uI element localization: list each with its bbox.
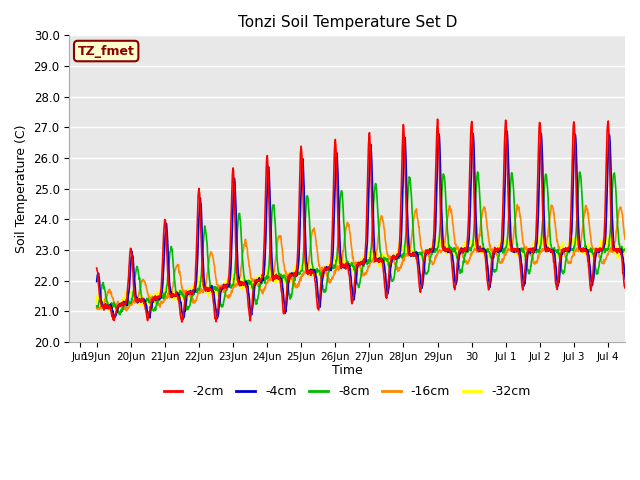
-16cm — [336, 264, 344, 269]
-8cm — [346, 263, 353, 269]
-8cm — [324, 269, 332, 275]
-2cm — [346, 274, 353, 279]
-4cm — [135, 298, 143, 303]
X-axis label: Time: Time — [332, 364, 363, 377]
-8cm — [93, 303, 100, 309]
-2cm — [404, 241, 412, 247]
-8cm — [136, 276, 143, 282]
-4cm — [346, 264, 353, 269]
-4cm — [324, 264, 332, 270]
-32cm — [157, 292, 165, 298]
-16cm — [324, 276, 332, 282]
Legend: -2cm, -4cm, -8cm, -16cm, -32cm: -2cm, -4cm, -8cm, -16cm, -32cm — [159, 380, 536, 403]
Y-axis label: Soil Temperature (C): Soil Temperature (C) — [15, 124, 28, 253]
-2cm — [324, 265, 332, 271]
-2cm — [434, 116, 442, 122]
-8cm — [474, 169, 481, 175]
-8cm — [638, 247, 640, 252]
Line: -8cm: -8cm — [97, 172, 640, 315]
-32cm — [606, 233, 614, 239]
-4cm — [638, 157, 640, 163]
-16cm — [157, 300, 165, 306]
-32cm — [136, 294, 143, 300]
-4cm — [503, 128, 511, 134]
-32cm — [336, 253, 344, 259]
-32cm — [324, 261, 332, 266]
-32cm — [638, 238, 640, 244]
Line: -4cm: -4cm — [97, 131, 640, 319]
-8cm — [157, 295, 165, 300]
-16cm — [404, 253, 412, 259]
-16cm — [93, 305, 100, 311]
-16cm — [136, 291, 143, 297]
Line: -16cm: -16cm — [97, 204, 640, 311]
-4cm — [93, 279, 100, 285]
-4cm — [336, 234, 344, 240]
Line: -2cm: -2cm — [97, 119, 640, 322]
-4cm — [213, 316, 221, 322]
-8cm — [336, 206, 344, 212]
-2cm — [178, 319, 186, 325]
Title: Tonzi Soil Temperature Set D: Tonzi Soil Temperature Set D — [237, 15, 457, 30]
-16cm — [638, 250, 640, 256]
-4cm — [157, 293, 165, 299]
-8cm — [404, 202, 412, 207]
-32cm — [93, 293, 100, 299]
-2cm — [638, 119, 640, 124]
Line: -32cm: -32cm — [97, 236, 640, 312]
-2cm — [157, 286, 165, 292]
-16cm — [513, 202, 521, 207]
-4cm — [404, 209, 412, 215]
-2cm — [135, 297, 143, 303]
-16cm — [346, 227, 353, 232]
-32cm — [346, 267, 353, 273]
-16cm — [123, 308, 131, 313]
-2cm — [336, 260, 344, 266]
-32cm — [404, 246, 412, 252]
-8cm — [116, 312, 124, 318]
-2cm — [93, 265, 100, 271]
-32cm — [115, 309, 122, 314]
Text: TZ_fmet: TZ_fmet — [77, 45, 134, 58]
